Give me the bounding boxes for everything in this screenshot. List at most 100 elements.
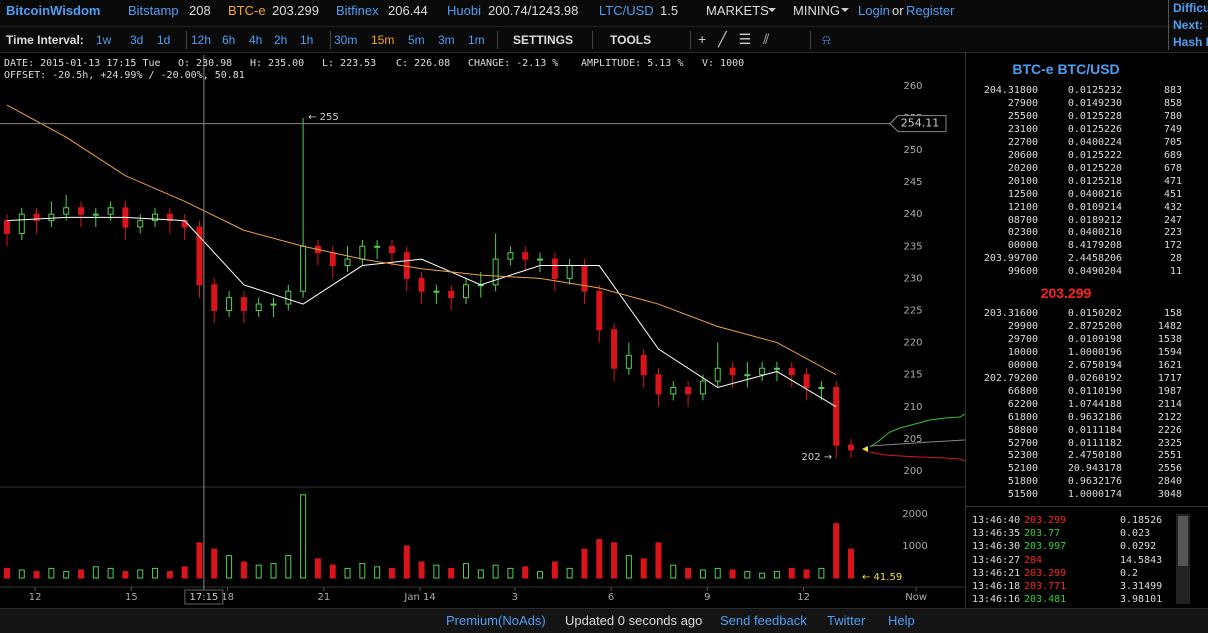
footer-link[interactable]: Twitter (827, 613, 866, 628)
market-price[interactable]: 203.299 (272, 3, 319, 18)
interval-button[interactable]: 2h (274, 33, 288, 47)
menu[interactable]: MARKETS (706, 3, 769, 18)
candle-body (670, 387, 677, 395)
candle-body (596, 290, 603, 331)
crosshair-price: 254.11 (901, 117, 940, 130)
alert-icon[interactable]: ⍾ (822, 32, 831, 47)
interval-button[interactable]: 6h (222, 33, 236, 47)
book-cell: 29900 (1007, 320, 1038, 332)
book-cell: 0.9632 (1067, 411, 1104, 423)
volume-bar (551, 561, 558, 579)
book-cell: 202.79200 (983, 372, 1038, 384)
market-price[interactable]: 208 (189, 3, 211, 18)
book-divider (966, 506, 1208, 507)
book-cell: 678 (1163, 162, 1182, 174)
candle-body (611, 329, 618, 369)
book-cell: 182 (1104, 437, 1123, 449)
book-cell: 02300 (1007, 227, 1038, 239)
market-name[interactable]: LTC/USD (599, 3, 654, 18)
volume-bar (107, 567, 114, 579)
book-cell: 432 (1163, 201, 1182, 213)
book-cell: 204 (1104, 266, 1123, 278)
book-cell: 226 (1104, 123, 1123, 135)
interval-button[interactable]: 1d (157, 33, 171, 47)
candle-body (551, 258, 558, 279)
volume-bar (773, 571, 780, 579)
book-cell: 220 (1104, 162, 1123, 174)
menu[interactable]: MINING (793, 3, 840, 18)
volume-bar (492, 564, 499, 579)
interval-button[interactable]: 1h (300, 33, 314, 47)
volume-bar (285, 555, 292, 579)
interval-button[interactable]: 1m (468, 33, 485, 47)
trade-amount: 3.98101 (1120, 594, 1163, 606)
footer-link[interactable]: Help (888, 613, 915, 628)
market-name[interactable]: BTC-e (228, 3, 266, 18)
x-tick-label: 6 (608, 592, 614, 603)
interval-button[interactable]: 5m (408, 33, 425, 47)
candle-body (240, 297, 247, 311)
register-link[interactable]: Register (906, 3, 955, 18)
settings-menu[interactable]: SETTINGS (513, 33, 574, 47)
interval-button[interactable]: 3m (438, 33, 455, 47)
tools-menu[interactable]: TOOLS (610, 33, 652, 47)
login-link[interactable]: Login (858, 3, 890, 18)
toolbar-bar (0, 27, 1208, 53)
book-cell: 180 (1104, 450, 1123, 462)
candle-body (181, 220, 188, 228)
candle-body (166, 213, 173, 222)
volume-bar (699, 569, 706, 579)
market-price[interactable]: 206.44 (388, 3, 428, 18)
market-price[interactable]: 1.5 (660, 3, 679, 18)
interval-button[interactable]: 4h (249, 33, 263, 47)
market-name[interactable]: Bitfinex (336, 3, 379, 18)
market-name[interactable]: Bitstamp (128, 3, 179, 18)
trade-time: 13:46:21 (972, 567, 1021, 579)
book-cell: 0.0150 (1067, 308, 1104, 319)
book-cell: 210 (1104, 227, 1123, 239)
volume-bar (655, 542, 662, 579)
interval-button[interactable]: 12h (191, 33, 212, 47)
book-cell: 2556 (1157, 463, 1182, 475)
candle-body (714, 367, 721, 382)
book-cell: 206 (1104, 253, 1123, 265)
market-price[interactable]: 200.74/1243.98 (488, 3, 579, 18)
book-cell: 230 (1104, 97, 1123, 109)
menu-caret (768, 8, 776, 16)
book-cell: 174 (1104, 489, 1123, 501)
depth-ask (869, 451, 965, 462)
interval-button[interactable]: 30m (334, 33, 358, 47)
book-cell: 224 (1104, 136, 1123, 148)
book-cell: 192 (1104, 372, 1123, 384)
candle-body (137, 220, 144, 228)
volume-bar (403, 545, 410, 579)
volume-bar (433, 564, 440, 579)
book-cell: 223 (1163, 227, 1182, 239)
book-cell: 12100 (1007, 201, 1038, 213)
header-bar (0, 0, 1208, 27)
candle-body (833, 387, 840, 446)
book-cell: 1717 (1157, 372, 1182, 384)
footer-link[interactable]: Premium(NoAds) (446, 613, 546, 628)
candle-body (773, 367, 780, 370)
brand[interactable]: BitcoinWisdom (6, 3, 101, 18)
candle-body (300, 245, 307, 292)
volume-bar (625, 555, 632, 579)
interval-button[interactable]: 1w (96, 33, 112, 47)
book-cell: 66800 (1007, 385, 1038, 397)
book-cell: 0.0125 (1067, 110, 1104, 122)
crosshair-price-box (889, 115, 947, 133)
volume-bar (418, 561, 425, 579)
footer-link: Updated 0 seconds ago (565, 613, 703, 628)
market-name[interactable]: Huobi (447, 3, 481, 18)
volume-bar (374, 566, 381, 579)
trade-time: 13:46:16 (972, 594, 1021, 606)
book-cell: 689 (1163, 149, 1182, 161)
interval-button[interactable]: 3d (130, 33, 144, 47)
tool-icons[interactable]: +╱☰⫽ (698, 31, 782, 47)
trade-amount: 0.18526 (1120, 515, 1163, 526)
footer-link[interactable]: Send feedback (720, 613, 807, 628)
book-cell: 1538 (1157, 333, 1182, 345)
candle-body (803, 374, 810, 389)
interval-button[interactable]: 15m (371, 33, 395, 47)
